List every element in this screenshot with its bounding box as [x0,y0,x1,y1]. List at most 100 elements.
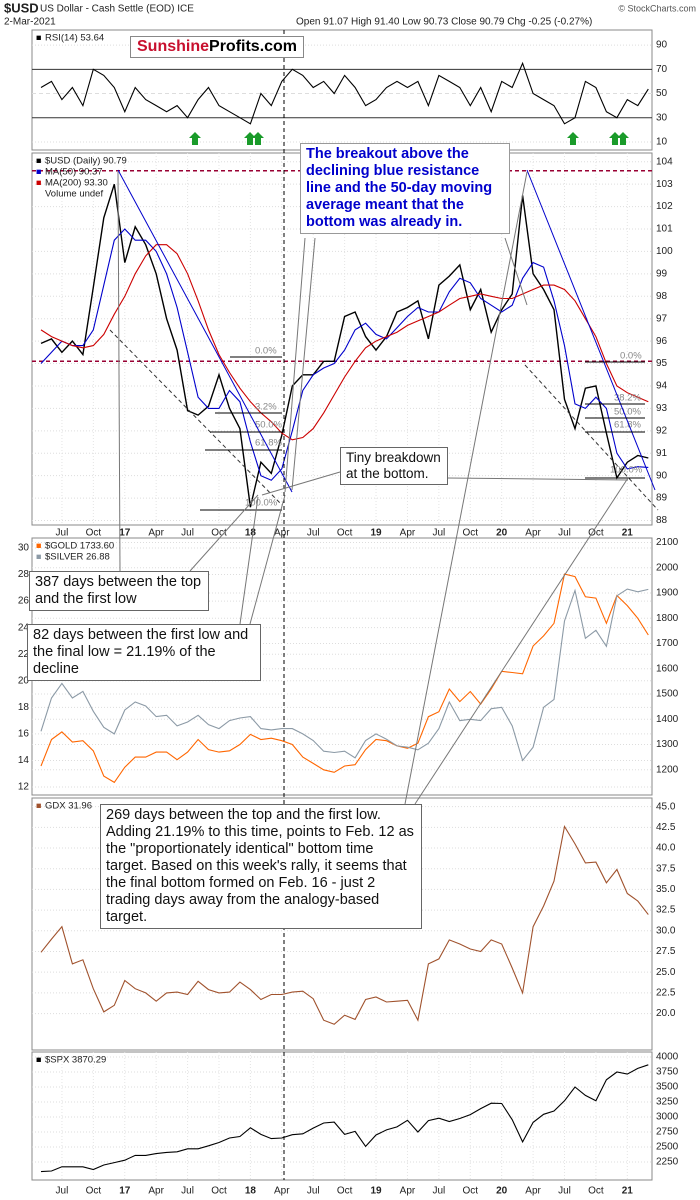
x-tick-label: 17 [119,528,131,539]
fib-label: 3.2% [255,402,277,413]
x-tick-label: 20 [496,528,508,539]
overlay-line [526,169,656,491]
x-tick-label: Oct [211,528,227,539]
x-tick-label: Apr [525,528,541,539]
y-tick-label: 91 [656,448,668,459]
fib-label: 100.0% [610,465,643,476]
legend-label: MA(200) 93.30 [45,178,108,189]
fib-label: 100.0% [245,498,278,509]
series-line [40,228,649,481]
x-tick-label: Jul [558,1186,571,1197]
symbol: $USD [4,0,39,15]
legend-swatch: ■ [36,177,41,187]
legend-swatch: ■ [36,540,41,550]
y-tick-label: 35.0 [656,884,676,895]
overlay-line [261,471,341,496]
y-tick-label: 26 [18,596,30,607]
fib-label: 0.0% [620,351,642,362]
x-tick-label: Jul [181,528,194,539]
legend-label: $GOLD 1733.60 [45,541,114,552]
y-tick-label: 40.0 [656,843,676,854]
y-tick-label: 12 [18,782,30,793]
symbol-description: US Dollar - Cash Settle (EOD) ICE [40,4,194,15]
x-tick-label: 17 [119,1186,131,1197]
y-tick-label: 1500 [656,689,679,700]
y-tick-label: 28 [18,569,30,580]
signal-arrow [609,132,621,145]
y-tick-label: 4000 [656,1052,679,1063]
y-tick-label: 20.0 [656,1008,676,1019]
overlay-line [249,494,286,625]
y-tick-label: 90 [656,470,668,481]
y-tick-label: 45.0 [656,801,676,812]
annotation: 269 days between the top and the first l… [100,804,422,929]
source: © StockCharts.com [618,3,696,13]
signal-arrow [244,132,256,145]
y-tick-label: 20 [18,675,30,686]
x-tick-label: Jul [307,528,320,539]
x-tick-label: Oct [588,1186,604,1197]
legend-swatch: ■ [36,1054,41,1064]
y-tick-label: 102 [656,201,673,212]
legend-swatch: ■ [36,166,41,176]
overlay-line [291,237,316,491]
y-tick-label: 70 [656,64,668,75]
overlay-line [189,494,259,572]
y-tick-label: 25.0 [656,967,676,978]
y-tick-label: 27.5 [656,946,676,957]
x-tick-label: Jul [432,528,445,539]
legend-swatch: ■ [36,155,41,165]
x-tick-label: Jul [432,1186,445,1197]
y-tick-label: 1300 [656,739,679,750]
y-tick-label: 95 [656,358,668,369]
x-tick-label: 19 [370,1186,382,1197]
series-line [40,244,649,441]
legend-label: RSI(14) 53.64 [45,33,104,44]
x-tick-label: 18 [245,1186,257,1197]
x-tick-label: Apr [274,528,290,539]
logo: SunshineProfits.com [130,36,305,58]
y-tick-label: 99 [656,268,668,279]
series-line [40,824,649,1025]
annotation: The breakout above the declining blue re… [300,143,510,234]
y-tick-label: 104 [656,156,673,167]
y-tick-label: 1200 [656,764,679,775]
x-tick-label: Jul [56,528,69,539]
x-tick-label: 21 [622,528,634,539]
legend-swatch: ■ [36,800,41,810]
series-line [40,573,649,784]
y-tick-label: 37.5 [656,863,676,874]
panel-frame [31,29,653,151]
y-tick-label: 93 [656,403,668,414]
y-tick-label: 18 [18,702,30,713]
chart-date: 2-Mar-2021 [4,17,56,28]
y-tick-label: 50 [656,88,668,99]
series-line [40,183,649,508]
y-tick-label: 100 [656,246,673,257]
overlay-line [414,477,629,805]
legend-label: GDX 31.96 [45,801,92,812]
signal-arrow [617,132,629,145]
y-tick-label: 2250 [656,1157,679,1168]
fib-label: 61.8% [614,420,641,431]
y-tick-label: 16 [18,729,30,740]
y-tick-label: 101 [656,224,673,235]
fib-label: 50.0% [614,407,641,418]
annotation: 82 days between the first low and the fi… [27,624,261,681]
fib-label: 61.8% [255,438,282,449]
overlay-line [117,171,121,572]
overlay-line [239,496,259,625]
x-tick-label: Jul [56,1186,69,1197]
y-tick-label: 22 [18,649,30,660]
y-tick-label: 30.0 [656,925,676,936]
legend-label: MA(50) 90.37 [45,167,103,178]
signal-arrow [189,132,201,145]
overlay-line [109,329,283,506]
y-tick-label: 89 [656,493,668,504]
y-tick-label: 30 [656,112,668,123]
y-tick-label: 2500 [656,1142,679,1153]
legend-label: Volume undef [45,189,103,200]
panel-frame [31,797,653,1051]
y-tick-label: 1700 [656,638,679,649]
